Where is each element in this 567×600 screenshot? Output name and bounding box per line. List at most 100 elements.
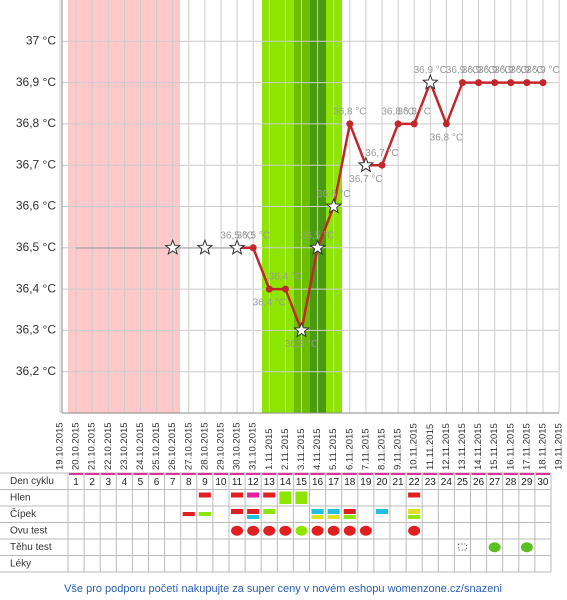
star-point xyxy=(309,238,327,256)
row-label: Léky xyxy=(10,558,31,569)
day-marker xyxy=(519,473,534,475)
cycle-day: 10 xyxy=(215,477,227,488)
day-marker xyxy=(391,473,406,475)
data-label: 36,7 °C xyxy=(349,174,382,185)
day-marker xyxy=(149,473,164,475)
x-tick-label: 31.10.2015 xyxy=(248,422,259,470)
icon xyxy=(311,509,324,514)
cycle-day: 11 xyxy=(232,477,243,488)
x-tick-label: 6.11.2015 xyxy=(344,428,355,470)
star-point xyxy=(196,238,214,256)
icon xyxy=(247,509,260,514)
x-tick-label: 14.11.2015 xyxy=(473,423,484,470)
point xyxy=(378,161,386,169)
day-marker xyxy=(213,473,228,475)
day-marker xyxy=(455,473,470,475)
point xyxy=(507,79,515,87)
row-label: Ovu test xyxy=(10,525,47,536)
cycle-day: 24 xyxy=(441,477,453,488)
footer-link[interactable]: Vše pro podporu početí nakupujte za supe… xyxy=(64,583,502,595)
day-marker xyxy=(326,473,341,475)
x-tick-label: 29.10.2015 xyxy=(216,422,227,470)
day-marker xyxy=(535,473,550,475)
cycle-day: 18 xyxy=(344,477,356,488)
x-tick-label: 27.10.2015 xyxy=(183,422,194,470)
cycle-day: 5 xyxy=(138,477,144,488)
y-tick-label: 36,7 °C xyxy=(16,157,56,171)
point xyxy=(281,285,289,293)
x-tick-label: 8.11.2015 xyxy=(377,428,388,470)
row-label: Den cyklu xyxy=(10,476,54,487)
icon xyxy=(375,509,388,514)
icon xyxy=(408,509,421,514)
cycle-day: 23 xyxy=(425,477,437,488)
icon xyxy=(311,525,324,536)
cycle-day: 21 xyxy=(392,477,404,488)
day-marker xyxy=(471,473,486,475)
x-tick-label: 2.11.2015 xyxy=(280,428,291,470)
star-point xyxy=(421,73,439,90)
day-marker xyxy=(423,473,438,475)
x-tick-label: 23.10.2015 xyxy=(119,422,130,470)
cycle-day: 29 xyxy=(521,477,533,488)
day-marker xyxy=(85,473,100,475)
x-tick-label: 19.10.2015 xyxy=(55,422,66,470)
day-marker xyxy=(358,473,373,475)
cycle-day: 27 xyxy=(489,477,501,488)
point xyxy=(491,79,499,87)
x-tick-label: 13.11.2015 xyxy=(457,423,468,470)
data-label: 36,7 °C xyxy=(365,148,398,159)
icon xyxy=(182,512,195,516)
icon xyxy=(263,509,276,514)
icon xyxy=(263,525,276,536)
x-tick-label: 19.11.2015 xyxy=(554,423,565,470)
cycle-day: 14 xyxy=(280,477,292,488)
x-tick-label: 22.10.2015 xyxy=(103,422,114,470)
data-label: 36,4 °C xyxy=(253,298,286,309)
icon xyxy=(231,509,244,514)
data-label: 36,9 °C xyxy=(478,65,511,76)
x-tick-label: 21.10.2015 xyxy=(87,422,98,470)
row-label: Čípek xyxy=(10,507,37,520)
x-tick-label: 1.11.2015 xyxy=(264,428,275,470)
x-tick-label: 30.10.2015 xyxy=(232,422,243,470)
cycle-day: 17 xyxy=(328,477,340,488)
icon xyxy=(327,525,340,536)
cycle-day: 22 xyxy=(409,477,421,488)
cycle-day: 19 xyxy=(360,477,372,488)
data-label: 36,4 °C xyxy=(269,272,302,283)
day-marker xyxy=(342,473,357,475)
star-point xyxy=(293,321,310,338)
x-tick-label: 24.10.2015 xyxy=(135,422,146,470)
point xyxy=(459,79,466,87)
star-point xyxy=(357,156,375,173)
day-marker xyxy=(374,473,389,475)
point xyxy=(346,120,354,128)
x-tick-label: 25.10.2015 xyxy=(151,422,162,470)
y-tick-label: 36,2 °C xyxy=(16,364,56,378)
data-label: 36,5 °C xyxy=(301,230,334,241)
day-marker xyxy=(101,473,116,475)
icon xyxy=(198,512,211,516)
day-marker xyxy=(294,473,309,475)
y-tick-label: 37 °C xyxy=(26,33,56,47)
day-marker xyxy=(246,473,261,475)
cycle-day: 7 xyxy=(170,477,176,488)
icon xyxy=(279,491,292,504)
icon xyxy=(263,492,276,498)
icon xyxy=(408,515,421,519)
day-marker xyxy=(439,473,454,475)
day-marker xyxy=(407,473,422,475)
cycle-day: 2 xyxy=(89,477,95,488)
cycle-day: 1 xyxy=(73,477,79,488)
day-marker xyxy=(165,473,180,475)
icon xyxy=(247,492,260,498)
data-label: 36,8 °C xyxy=(333,107,366,118)
x-tick-label: 17.11.2015 xyxy=(521,423,532,470)
day-marker xyxy=(197,473,212,475)
data-label: 36,8 °C xyxy=(430,133,463,144)
day-marker xyxy=(117,473,132,475)
icon xyxy=(231,492,244,498)
cycle-day: 8 xyxy=(186,477,192,488)
